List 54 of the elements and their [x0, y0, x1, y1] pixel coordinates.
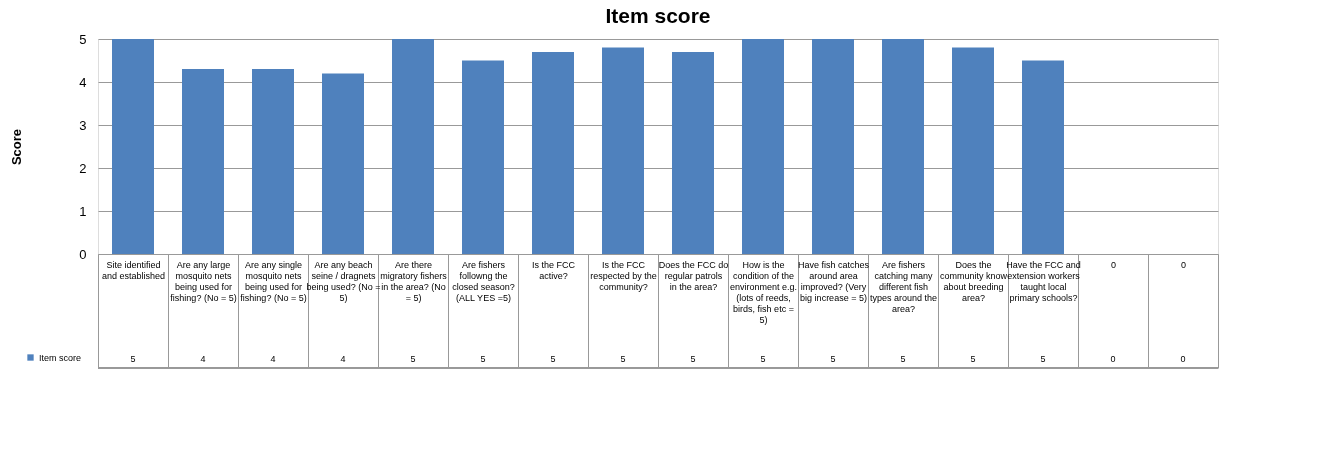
data-label: 5 — [830, 354, 836, 364]
data-label: 5 — [410, 354, 416, 364]
y-tick-label: 5 — [79, 31, 87, 47]
bar — [112, 39, 154, 254]
x-tick-label: Are there migratory fishers in the area? (No = 5) — [380, 259, 448, 303]
x-tick-label: Site identified and established — [101, 259, 166, 281]
bar — [672, 51, 714, 254]
x-tick-label: Are fishers catching many different fish types around the area? — [869, 259, 938, 314]
x-tick-label: Is the FCC active? — [531, 259, 576, 281]
x-tick-label: Does the FCC do regular patrols in the area? — [658, 259, 729, 292]
data-label: 5 — [760, 354, 766, 364]
data-label: 4 — [270, 354, 276, 364]
bar — [742, 39, 784, 254]
data-label: 5 — [480, 354, 486, 364]
data-label: 5 — [1040, 354, 1046, 364]
x-tick-label: Are any large mosquito nets being used for fishing? (No = 5) — [170, 259, 237, 303]
bar — [532, 51, 574, 254]
data-label: 0 — [1110, 354, 1116, 364]
x-tick-label: Are any beach seine / dragnets being used? (No = 5) — [306, 259, 381, 303]
data-label: 5 — [130, 354, 136, 364]
data-label: 5 — [970, 354, 976, 364]
data-label: 5 — [690, 354, 696, 364]
bar — [252, 69, 294, 254]
x-tick-label: Have the FCC and extension workers taught local primary schools? — [1006, 259, 1081, 303]
legend-label: Item score — [39, 352, 82, 363]
bar — [322, 73, 364, 254]
data-label: 4 — [340, 354, 346, 364]
data-label: 5 — [620, 354, 626, 364]
x-tick-label: How is the condition of the environment e.g. (lots of reeds, birds, fish etc = 5) — [729, 259, 798, 325]
x-tick-label: Have fish catches around area improved? (Very big increase = 5) — [797, 259, 870, 303]
x-tick-label: Is the FCC respected by the community? — [590, 259, 657, 292]
data-label: 5 — [900, 354, 906, 364]
data-label: 0 — [1180, 354, 1186, 364]
y-tick-label: 3 — [79, 117, 87, 133]
y-tick-label: 1 — [79, 203, 87, 219]
chart-title: Item score — [605, 4, 711, 27]
bar — [602, 47, 644, 254]
x-tick-label: 0 — [1180, 259, 1187, 270]
bar — [462, 60, 504, 254]
bar — [882, 39, 924, 254]
y-axis-title: Score — [9, 128, 25, 166]
y-tick-label: 4 — [79, 74, 87, 90]
bar — [182, 69, 224, 254]
bar — [392, 39, 434, 254]
bar — [952, 47, 994, 254]
x-tick-label: 0 — [1110, 259, 1117, 270]
x-tick-label: Are fishers followng the closed season? (ALL YES =5) — [452, 259, 515, 303]
x-tick-label: Does the community know about breeding area? — [939, 259, 1008, 303]
x-tick-label: Are any single mosquito nets being used for fishing? (No = 5) — [240, 259, 307, 303]
data-label: 5 — [550, 354, 556, 364]
bar — [812, 39, 854, 254]
bar — [1022, 60, 1064, 254]
y-tick-label: 2 — [79, 160, 87, 176]
data-label: 4 — [200, 354, 206, 364]
